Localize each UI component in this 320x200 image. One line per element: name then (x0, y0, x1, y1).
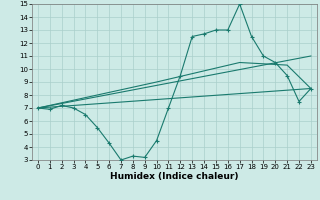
X-axis label: Humidex (Indice chaleur): Humidex (Indice chaleur) (110, 172, 239, 181)
